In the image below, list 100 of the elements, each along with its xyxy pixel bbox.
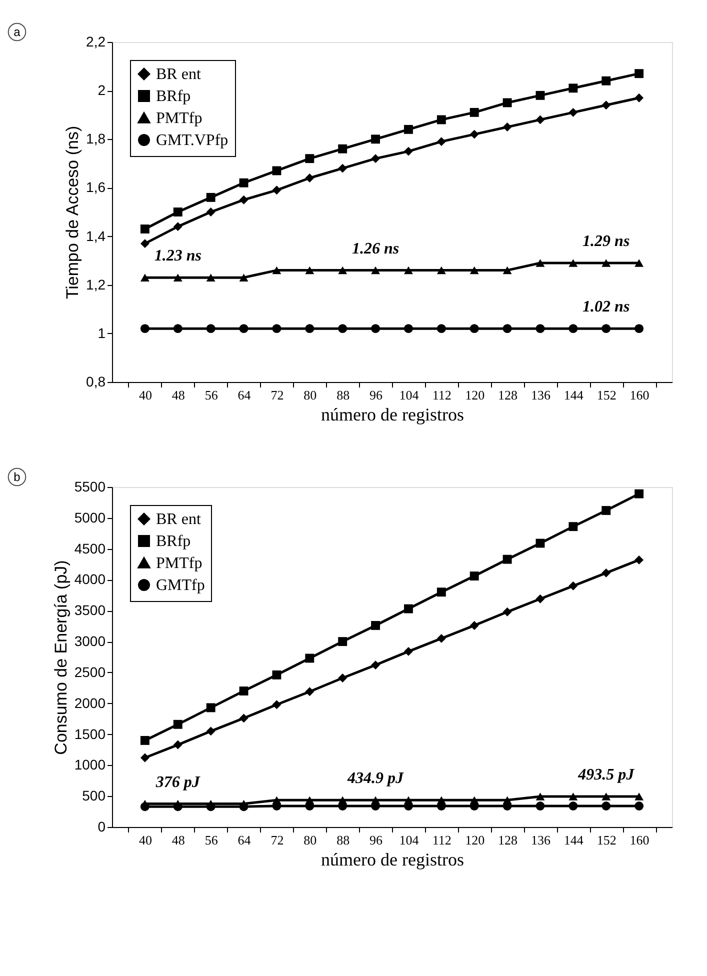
point bbox=[536, 538, 545, 548]
point bbox=[536, 259, 545, 267]
x-tick-label: 112 bbox=[432, 388, 452, 402]
point bbox=[470, 572, 479, 580]
point bbox=[272, 670, 282, 680]
x-tick-label: 64 bbox=[238, 388, 252, 402]
point bbox=[140, 274, 150, 282]
y-tick-label: 2 bbox=[98, 82, 106, 98]
point bbox=[239, 714, 248, 723]
text: a bbox=[14, 25, 21, 39]
point bbox=[602, 568, 611, 578]
point bbox=[404, 146, 413, 156]
point bbox=[536, 90, 545, 100]
point bbox=[338, 164, 348, 173]
point bbox=[602, 506, 611, 515]
point bbox=[371, 134, 380, 144]
point bbox=[634, 93, 644, 102]
annotation: 1.02 ns bbox=[582, 298, 630, 316]
point bbox=[173, 802, 182, 812]
y-tick-label: 1,4 bbox=[86, 228, 106, 244]
legend-label: BR ent bbox=[156, 511, 202, 528]
point bbox=[536, 115, 545, 124]
annotation: 1.26 ns bbox=[352, 240, 400, 258]
point bbox=[272, 700, 282, 710]
text: b bbox=[14, 470, 21, 484]
point bbox=[470, 621, 479, 630]
point bbox=[371, 266, 380, 274]
legend-label: PMTfp bbox=[156, 555, 202, 572]
x-axis-title: número de registros bbox=[321, 850, 464, 870]
point bbox=[338, 324, 348, 334]
point bbox=[173, 740, 182, 750]
legend-label: BRfp bbox=[156, 88, 191, 105]
annotation: 1.29 ns bbox=[582, 233, 630, 250]
point bbox=[404, 124, 413, 134]
point bbox=[568, 802, 578, 810]
y-tick-label: 0,8 bbox=[86, 374, 106, 390]
x-tick-label: 48 bbox=[172, 388, 185, 402]
point bbox=[173, 274, 182, 282]
x-tick-label: 88 bbox=[336, 388, 350, 402]
y-tick-label: 5000 bbox=[74, 509, 106, 526]
y-tick-label: 5500 bbox=[74, 478, 106, 494]
point bbox=[371, 324, 380, 334]
point bbox=[371, 154, 380, 164]
x-tick-label: 64 bbox=[238, 832, 252, 848]
x-tick-label: 40 bbox=[138, 388, 152, 402]
point bbox=[206, 274, 216, 282]
point bbox=[272, 166, 282, 176]
y-tick-label: 3000 bbox=[74, 633, 106, 650]
point bbox=[634, 555, 644, 564]
point bbox=[602, 324, 611, 334]
point bbox=[634, 259, 644, 267]
annotation: 493.5 pJ bbox=[577, 766, 636, 784]
point bbox=[436, 266, 446, 274]
point bbox=[436, 634, 446, 643]
x-tick-label: 128 bbox=[498, 832, 518, 848]
y-tick-label: 1,6 bbox=[86, 179, 106, 196]
y-tick-label: 2,2 bbox=[86, 34, 106, 50]
x-tick-label: 80 bbox=[304, 832, 317, 848]
point bbox=[140, 736, 150, 745]
point bbox=[140, 224, 150, 234]
point bbox=[272, 324, 282, 334]
x-tick-label: 128 bbox=[498, 388, 518, 402]
point bbox=[371, 660, 380, 670]
x-tick-label: 120 bbox=[465, 832, 485, 848]
point bbox=[536, 802, 545, 810]
point bbox=[338, 266, 348, 274]
point bbox=[502, 266, 512, 274]
point bbox=[305, 154, 314, 164]
point bbox=[436, 115, 446, 124]
annotation: 376 pJ bbox=[154, 774, 201, 791]
point bbox=[206, 192, 216, 202]
x-tick-label: 56 bbox=[204, 832, 218, 848]
y-tick-label: 1000 bbox=[74, 756, 106, 773]
point bbox=[602, 259, 611, 267]
y-axis-title: Consumo de Energía (pJ) bbox=[51, 560, 70, 755]
x-tick-label: 88 bbox=[336, 832, 350, 848]
point bbox=[239, 178, 248, 188]
y-tick-label: 1500 bbox=[74, 726, 106, 742]
x-tick-label: 48 bbox=[172, 832, 185, 848]
point bbox=[470, 324, 479, 334]
point bbox=[536, 324, 545, 334]
point bbox=[371, 621, 380, 630]
x-axis-title: número de registros bbox=[321, 404, 464, 424]
point bbox=[568, 259, 578, 267]
x-tick-label: 80 bbox=[304, 388, 317, 402]
point bbox=[404, 646, 413, 656]
point bbox=[470, 108, 479, 117]
point bbox=[470, 266, 479, 274]
point bbox=[436, 137, 446, 146]
point bbox=[568, 581, 578, 590]
point bbox=[602, 792, 611, 800]
point bbox=[173, 720, 182, 729]
point bbox=[305, 687, 314, 696]
point bbox=[568, 324, 578, 334]
y-tick-label: 1,2 bbox=[86, 276, 106, 292]
x-tick-label: 144 bbox=[564, 832, 584, 848]
y-tick-label: 500 bbox=[82, 788, 106, 804]
point bbox=[536, 792, 545, 800]
point bbox=[634, 489, 644, 498]
point bbox=[140, 802, 150, 812]
